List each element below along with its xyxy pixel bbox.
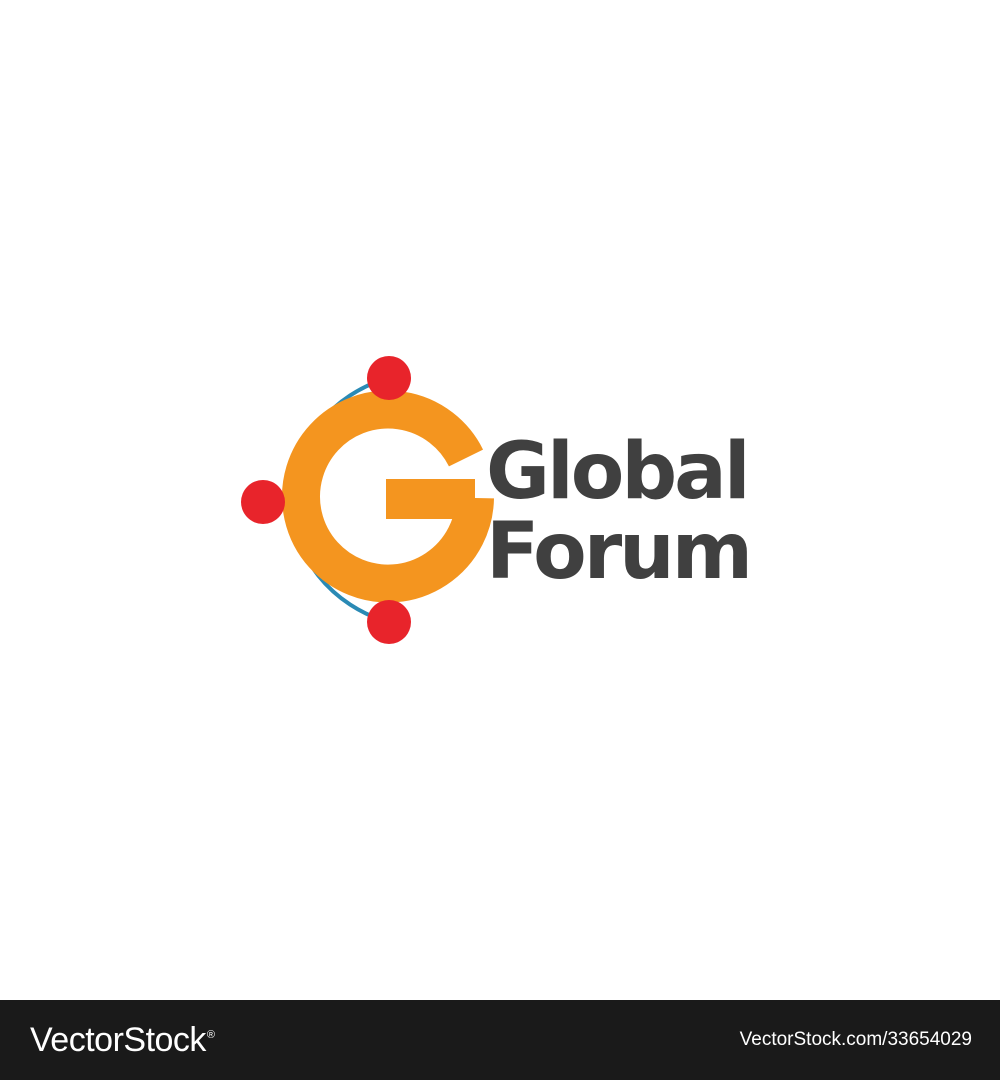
footer-brand-name: VectorStock [30, 1020, 206, 1059]
orbit-node-top-icon [367, 356, 411, 400]
footer-image-id: VectorStock.com/33654029 [739, 1029, 972, 1050]
wordmark-line-1: Global [486, 427, 748, 517]
global-forum-logo: Global Forum [241, 356, 753, 644]
wordmark-line-2: Forum [486, 507, 750, 597]
watermark-footer: VectorStock® VectorStock.com/33654029 [0, 1000, 1000, 1080]
registered-mark: ® [206, 1029, 215, 1042]
orbit-node-left-icon [241, 480, 285, 524]
g-letter-mark-icon [282, 390, 494, 603]
orbit-node-bottom-icon [367, 600, 411, 644]
footer-brand: VectorStock® [30, 1021, 215, 1060]
